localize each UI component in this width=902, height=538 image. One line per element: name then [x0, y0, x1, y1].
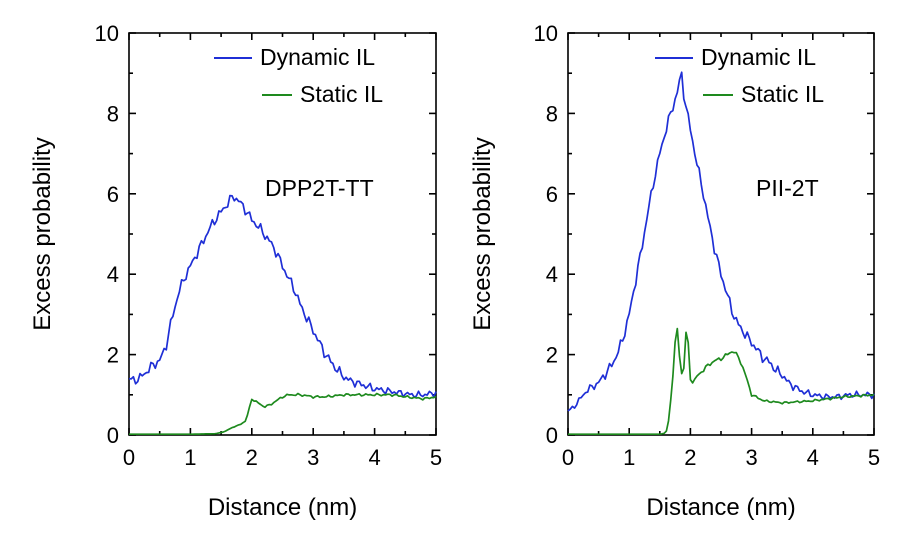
chart-panel-2: 0 1 2 3 4 5 0 2 4 6 8 10 Distance (nm) Excess probabi… [469, 21, 880, 521]
series-line-dynamic-il [128, 194, 437, 398]
plot-frame [567, 32, 875, 436]
y-tick-label: 0 [546, 423, 558, 448]
y-tick-label: 6 [107, 182, 119, 207]
x-tick-label: 4 [368, 445, 380, 470]
series-line-static-il [568, 327, 875, 436]
y-axis-title: Excess probability [469, 137, 496, 330]
y-tick-label: 8 [546, 101, 558, 126]
x-tick-label: 1 [623, 445, 635, 470]
y-tick-label: 4 [546, 262, 558, 287]
x-tick-label: 1 [184, 445, 196, 470]
y-tick-label: 8 [107, 101, 119, 126]
chart-panel-1: 0 1 2 3 4 5 0 2 4 6 8 10 Distance (nm) Excess probabi… [29, 21, 442, 521]
y-axis-title: Excess probability [29, 137, 56, 330]
x-axis-title: Distance (nm) [208, 494, 357, 521]
legend-label: Static IL [741, 81, 824, 107]
panel-annotation: DPP2T-TT [265, 175, 374, 201]
y-tick-label: 6 [546, 182, 558, 207]
x-tick-label: 3 [307, 445, 319, 470]
x-tick-label: 2 [246, 445, 258, 470]
x-tick-label: 3 [745, 445, 757, 470]
x-tick-label: 5 [430, 445, 442, 470]
x-tick-label: 5 [868, 445, 880, 470]
x-tick-label: 0 [123, 445, 135, 470]
legend-label: Dynamic IL [260, 44, 375, 70]
x-tick-label: 0 [562, 445, 574, 470]
y-tick-label: 2 [107, 343, 119, 368]
x-axis-title: Distance (nm) [646, 494, 795, 521]
y-tick-label: 0 [107, 423, 119, 448]
x-tick-label: 2 [684, 445, 696, 470]
series-line-static-il [129, 392, 437, 436]
y-tick-label: 10 [534, 21, 558, 46]
plot-frame [128, 32, 437, 436]
legend-label: Dynamic IL [701, 44, 816, 70]
y-tick-label: 10 [95, 21, 119, 46]
y-tick-label: 4 [107, 262, 119, 287]
panel-annotation: PII-2T [756, 175, 819, 201]
x-tick-label: 4 [807, 445, 819, 470]
y-tick-label: 2 [546, 343, 558, 368]
legend-label: Static IL [300, 81, 383, 107]
